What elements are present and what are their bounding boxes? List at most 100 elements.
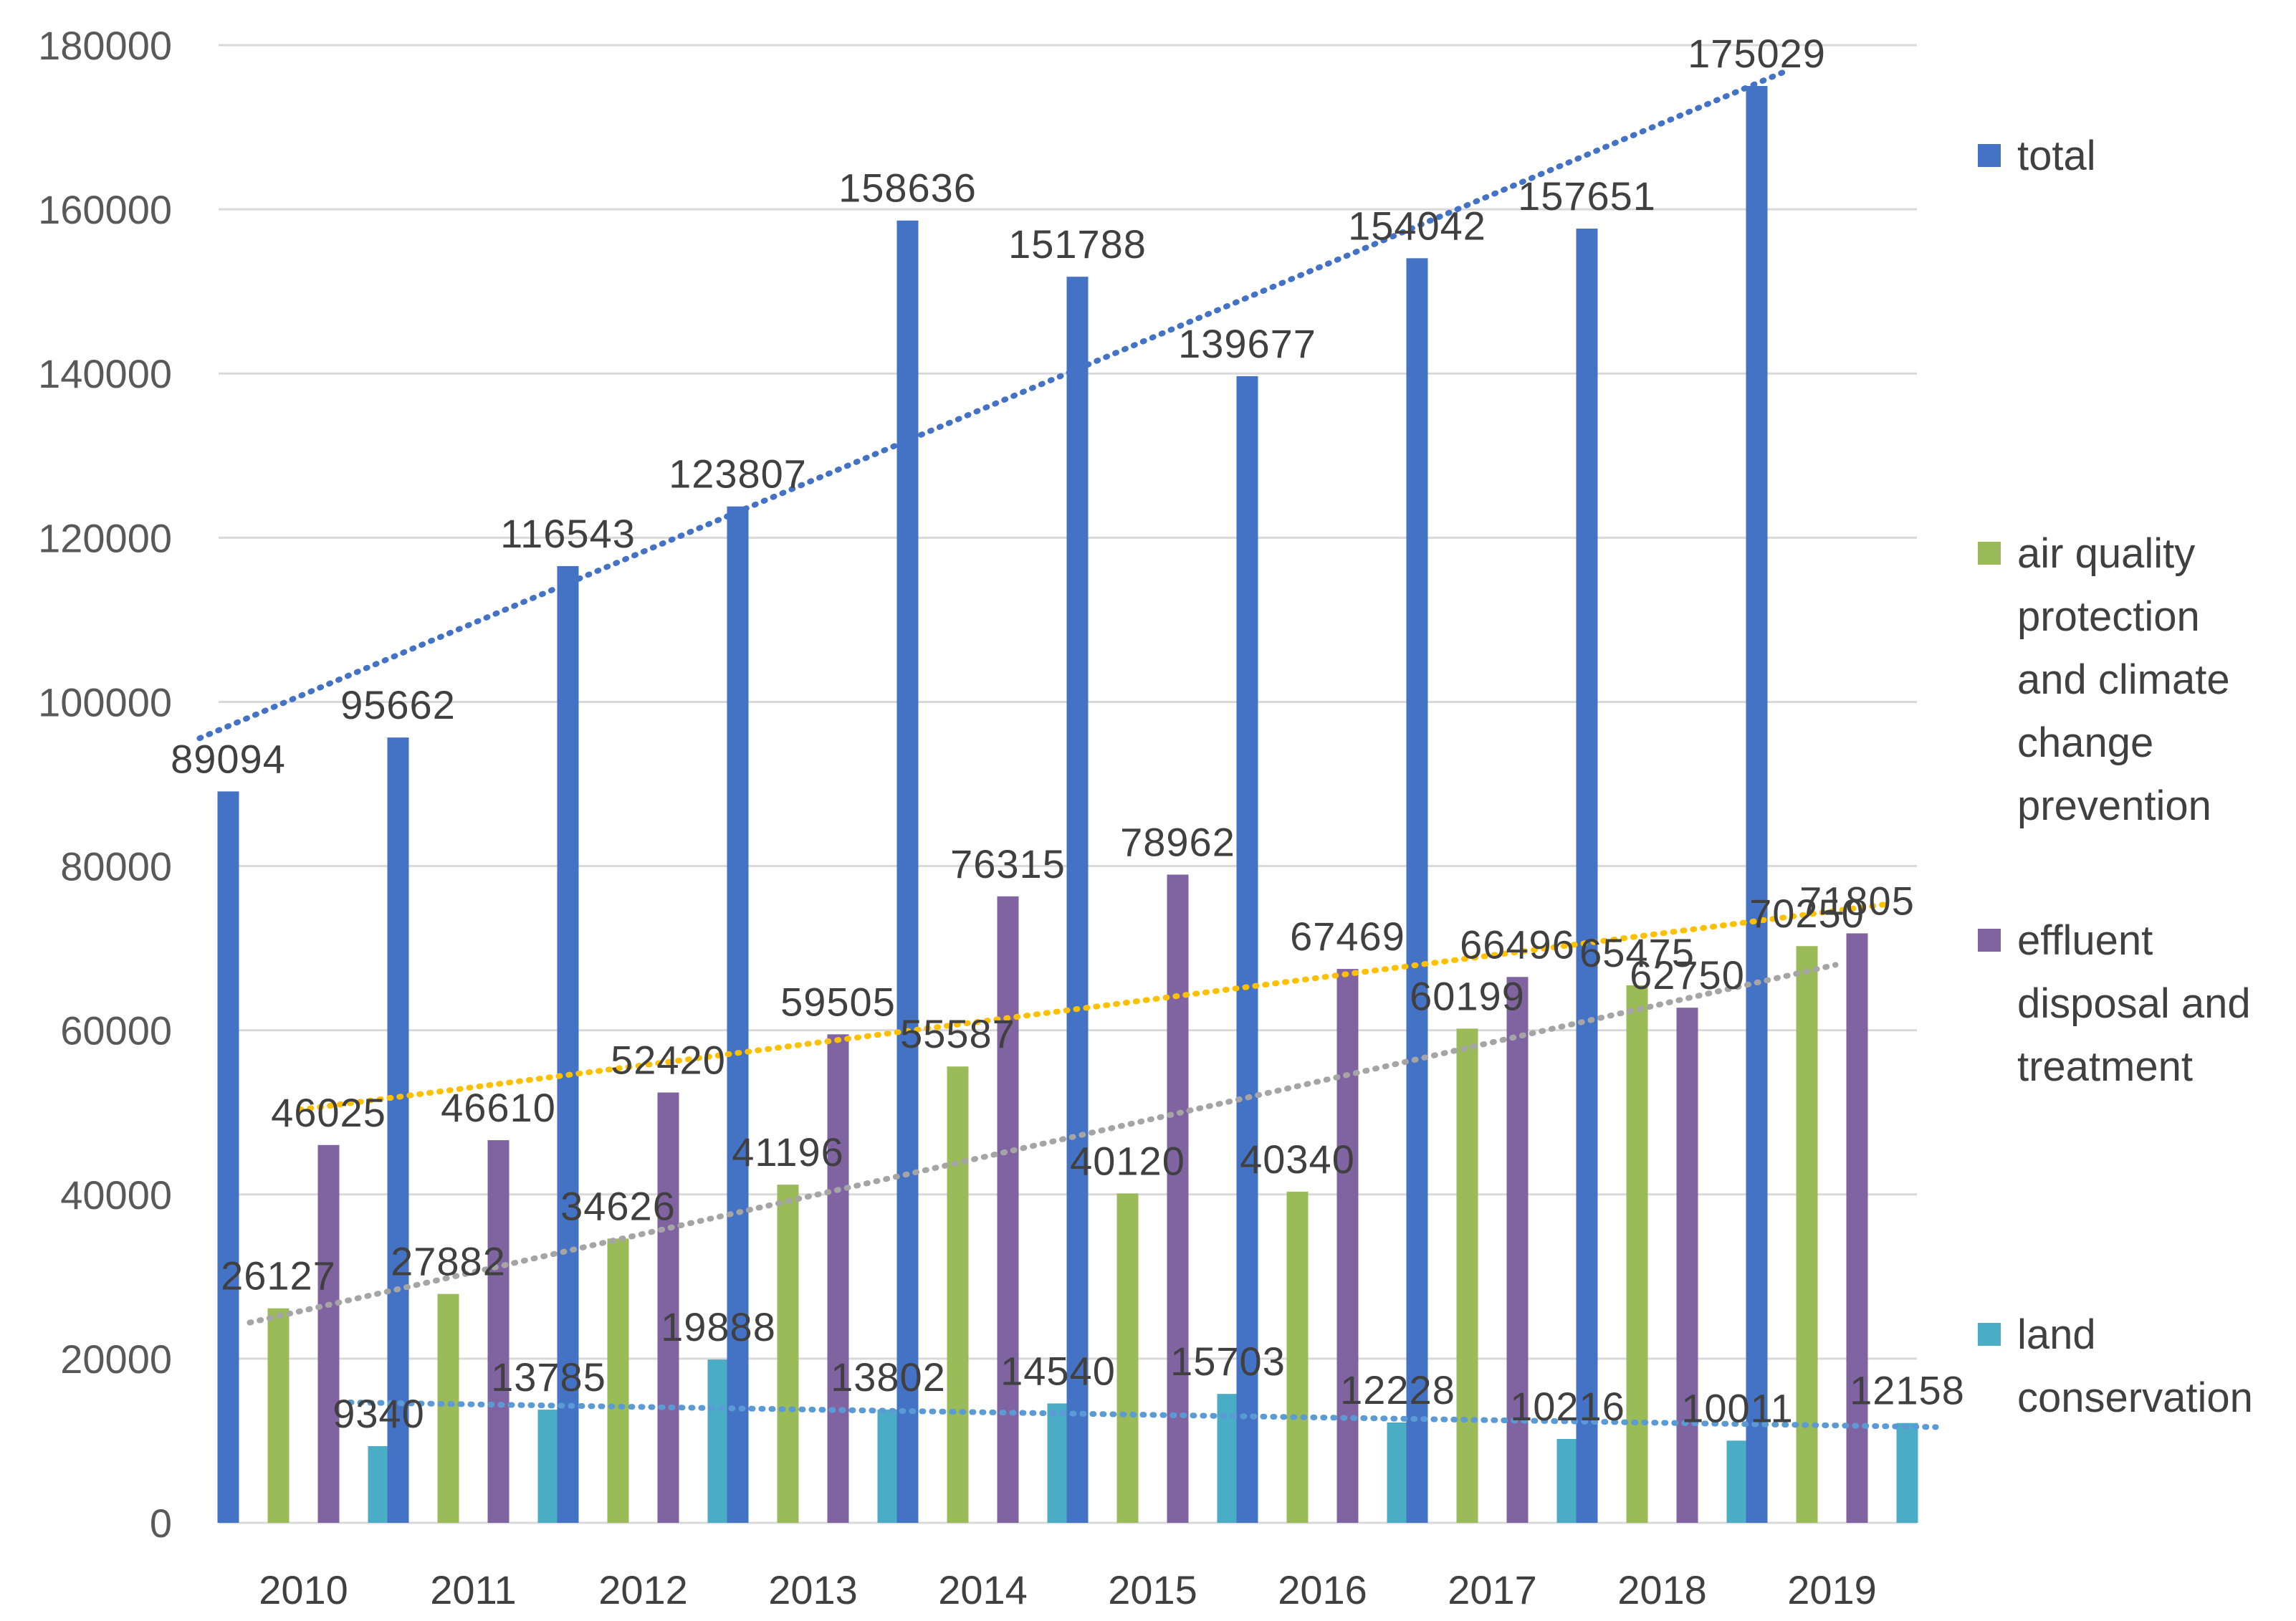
data-label: 13785: [491, 1354, 606, 1400]
trendline: [297, 901, 1889, 1113]
data-label: 10216: [1510, 1384, 1625, 1429]
legend-label: effluent: [2017, 917, 2153, 964]
data-label: 66496: [1460, 922, 1575, 967]
legend: total air quality protection and climate cha…: [1978, 133, 2253, 1421]
trendlines: [196, 68, 1939, 1430]
y-tick-label: 180000: [38, 23, 172, 68]
x-tick-label: 2019: [1787, 1567, 1877, 1612]
data-label: 12228: [1340, 1367, 1455, 1412]
data-label: 55587: [900, 1011, 1015, 1056]
bar-total-2017: [1406, 258, 1428, 1524]
y-tick-label: 100000: [38, 679, 172, 725]
y-tick-label: 140000: [38, 351, 172, 396]
data-label: 26127: [221, 1253, 336, 1299]
bar-total-2010: [217, 791, 239, 1523]
bar-land-conservation-2019: [1896, 1422, 1918, 1523]
y-tick-label: 120000: [38, 515, 172, 560]
bar-land-conservation-2013: [877, 1409, 899, 1523]
data-label: 62750: [1630, 952, 1745, 998]
legend-swatch: [1978, 542, 2001, 565]
bar-air-quality-2015: [1116, 1193, 1139, 1523]
bar-land-conservation-2017: [1556, 1438, 1579, 1523]
data-label: 78962: [1120, 819, 1235, 864]
bar-air-quality-2010: [267, 1308, 290, 1523]
data-label: 15703: [1170, 1339, 1286, 1384]
trendline: [347, 1399, 1939, 1430]
data-label: 14540: [1000, 1348, 1116, 1393]
bar-total-2016: [1236, 376, 1258, 1523]
y-tick-label: 60000: [60, 1008, 172, 1053]
data-label: 89094: [171, 736, 286, 781]
bar-air-quality-2019: [1796, 946, 1818, 1523]
trendline: [247, 962, 1839, 1326]
bar-air-quality-2014: [947, 1066, 969, 1523]
data-label: 10011: [1681, 1385, 1794, 1430]
bars: [217, 85, 1918, 1524]
data-label: 40120: [1070, 1138, 1185, 1183]
data-label: 52420: [611, 1037, 726, 1082]
data-label: 123807: [669, 451, 807, 497]
bar-effluent-2017: [1506, 977, 1529, 1523]
y-tick-label: 40000: [60, 1172, 172, 1218]
data-label: 46610: [441, 1085, 556, 1130]
data-label: 70250: [1749, 891, 1865, 936]
data-label: 59505: [780, 979, 896, 1024]
data-label: 76315: [950, 841, 1066, 886]
data-label: 60199: [1410, 973, 1525, 1018]
data-label: 41196: [732, 1129, 844, 1175]
data-label: 158636: [838, 166, 977, 211]
data-label: 175029: [1688, 31, 1826, 76]
legend-label: air quality: [2017, 530, 2195, 577]
data-label: 65475: [1579, 930, 1695, 975]
data-label: 12158: [1850, 1368, 1965, 1413]
bar-effluent-2016: [1336, 969, 1359, 1523]
data-label: 139677: [1178, 321, 1316, 366]
bar-land-conservation-2011: [537, 1410, 560, 1523]
data-label: 71805: [1799, 878, 1915, 923]
y-tick-label: 20000: [60, 1337, 172, 1382]
legend-label: conservation: [2017, 1374, 2253, 1421]
bar-effluent-2010: [317, 1144, 340, 1523]
bar-air-quality-2013: [777, 1185, 799, 1523]
data-label: 157651: [1518, 173, 1656, 219]
data-label: 34626: [560, 1183, 676, 1228]
data-label: 40340: [1240, 1137, 1355, 1182]
bar-total-2012: [557, 565, 579, 1523]
legend-swatch: [1978, 1323, 2001, 1346]
bar-effluent-2014: [997, 896, 1019, 1523]
data-label: 46025: [271, 1090, 386, 1135]
data-label: 13802: [831, 1354, 946, 1400]
bar-air-quality-2011: [437, 1294, 459, 1523]
bar-total-2011: [387, 737, 409, 1523]
bar-air-quality-2012: [607, 1238, 629, 1523]
bar-effluent-2012: [657, 1092, 679, 1523]
bar-effluent-2018: [1676, 1008, 1698, 1523]
data-labels: 89094 26127 46025 9340 95662 27882 46610 13785 1…: [171, 31, 1965, 1436]
x-tick-label: 2018: [1617, 1567, 1707, 1612]
bar-total-2019: [1746, 85, 1768, 1524]
x-tick-label: 2011: [430, 1567, 516, 1612]
bar-land-conservation-2010: [368, 1446, 390, 1523]
bar-land-conservation-2016: [1387, 1422, 1409, 1523]
legend-label: and climate: [2017, 656, 2230, 703]
bar-total-2014: [896, 220, 919, 1524]
bar-effluent-2019: [1846, 933, 1868, 1523]
data-label: 19888: [661, 1304, 776, 1349]
x-axis: 2010 2011 2012 2013 2014 2015 2016 2017 2018 2019: [259, 1567, 1877, 1612]
bar-air-quality-2018: [1626, 985, 1648, 1523]
bar-total-2013: [727, 506, 749, 1523]
data-label: 151788: [1008, 221, 1147, 267]
data-label: 95662: [340, 682, 456, 727]
y-tick-label: 160000: [38, 187, 172, 232]
bar-effluent-2015: [1167, 874, 1189, 1523]
bar-land-conservation-2018: [1726, 1440, 1749, 1523]
y-tick-label: 80000: [60, 844, 172, 889]
x-tick-label: 2015: [1108, 1567, 1197, 1612]
data-label: 9340: [333, 1391, 425, 1436]
legend-label: total: [2017, 133, 2096, 179]
bar-total-2018: [1576, 229, 1598, 1523]
legend-label: treatment: [2017, 1043, 2193, 1090]
x-tick-label: 2012: [598, 1567, 688, 1612]
